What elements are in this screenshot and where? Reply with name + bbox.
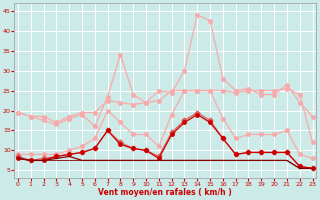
X-axis label: Vent moyen/en rafales ( km/h ): Vent moyen/en rafales ( km/h ) — [98, 188, 232, 197]
